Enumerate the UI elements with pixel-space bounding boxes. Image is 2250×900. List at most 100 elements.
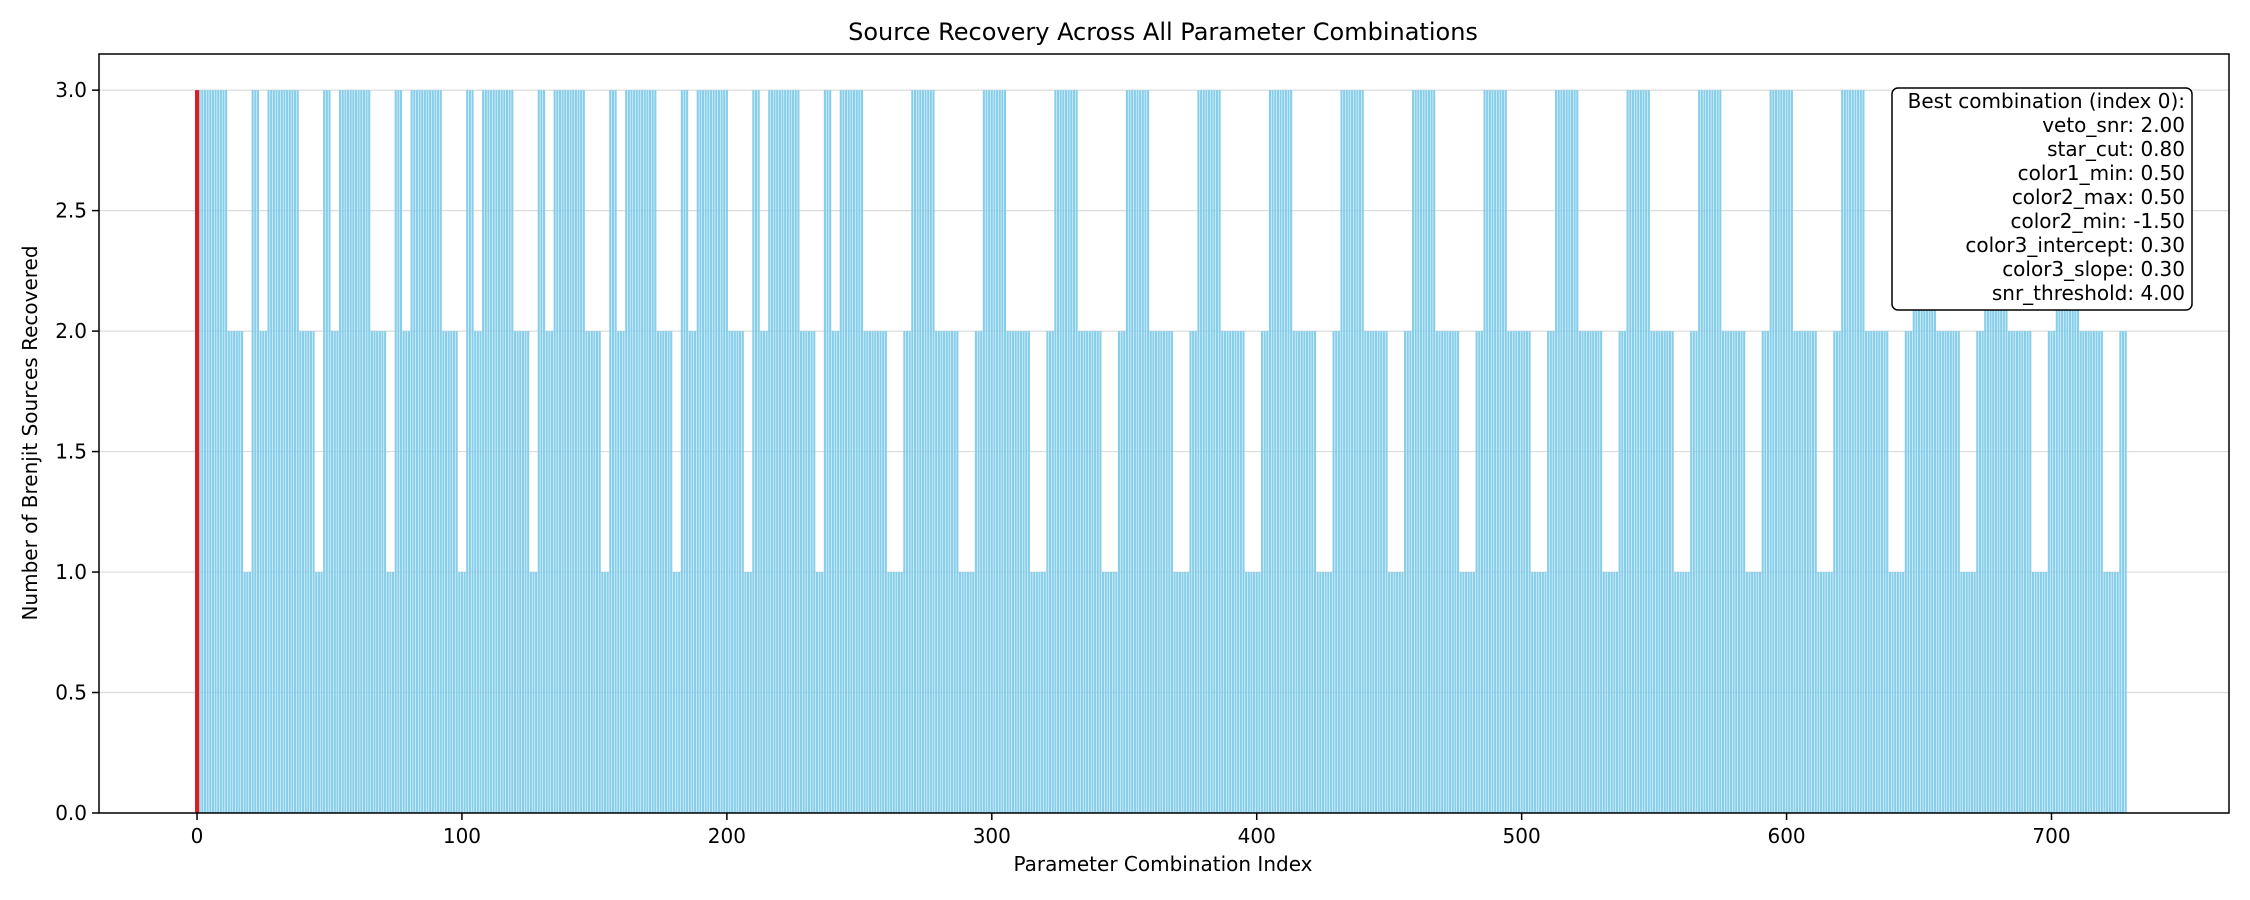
bar: [1393, 572, 1396, 813]
bar: [1504, 90, 1507, 813]
bar: [1936, 331, 1939, 813]
bar: [545, 331, 548, 813]
bar: [1033, 572, 1036, 813]
bar: [1046, 331, 1049, 813]
y-tick-label: 3.0: [55, 78, 87, 102]
bar: [905, 331, 909, 813]
bar: [874, 331, 877, 813]
bar: [1348, 90, 1351, 813]
bar: [1194, 331, 1197, 813]
bar: [1647, 90, 1650, 813]
bar: [317, 572, 320, 813]
bar: [1957, 331, 1960, 813]
bar: [309, 331, 312, 813]
bar: [996, 90, 999, 813]
bar: [961, 572, 964, 813]
bar: [286, 90, 289, 813]
bar: [1457, 331, 1460, 813]
bar: [829, 90, 832, 813]
x-tick-label: 0: [191, 824, 204, 848]
bar: [426, 90, 429, 813]
bar: [1634, 90, 1637, 813]
bar: [1263, 331, 1266, 813]
bar: [421, 90, 424, 813]
bar: [1422, 90, 1425, 813]
bar: [890, 572, 893, 813]
bar: [283, 90, 286, 813]
bar: [352, 90, 355, 813]
bar: [916, 90, 919, 813]
bar: [686, 90, 689, 813]
bar: [1332, 331, 1335, 813]
bar: [1282, 90, 1285, 813]
bar: [1279, 90, 1282, 813]
bar: [333, 331, 336, 813]
bar: [487, 90, 490, 813]
bar: [728, 331, 731, 813]
bar: [754, 90, 758, 813]
bar: [2000, 90, 2003, 813]
bar: [320, 572, 323, 813]
bar: [720, 90, 723, 813]
bar: [1615, 572, 1619, 813]
bar: [633, 90, 636, 813]
bar: [413, 90, 416, 813]
bar: [1446, 331, 1449, 813]
bar: [1464, 572, 1468, 813]
bar: [770, 90, 773, 813]
bar: [1949, 331, 1952, 813]
bar: [1062, 90, 1065, 813]
bar: [362, 90, 365, 813]
bar: [556, 90, 559, 813]
bar: [842, 90, 845, 813]
bar: [1290, 90, 1293, 813]
bar: [235, 331, 238, 813]
y-tick-label: 1.5: [55, 440, 87, 464]
bar: [1072, 90, 1075, 813]
bar: [691, 331, 694, 813]
bar: [1340, 90, 1343, 813]
bar: [2010, 331, 2013, 813]
bar: [651, 90, 654, 813]
bar: [513, 331, 516, 813]
bar: [1321, 572, 1325, 813]
bar: [198, 90, 201, 813]
bar: [593, 331, 596, 813]
bar: [251, 90, 254, 813]
bar: [951, 331, 954, 813]
bar: [1067, 90, 1070, 813]
bar: [1523, 331, 1526, 813]
bar: [1226, 331, 1229, 813]
bar: [1655, 331, 1658, 813]
bar: [2068, 90, 2072, 813]
bar: [243, 572, 246, 813]
x-tick-label: 300: [973, 824, 1011, 848]
bar: [381, 331, 384, 813]
bar: [945, 331, 948, 813]
bar: [1356, 90, 1359, 813]
bar: [823, 90, 826, 813]
bar: [537, 90, 540, 813]
bar: [1645, 90, 1648, 813]
bar: [1560, 90, 1563, 813]
bar: [1388, 572, 1391, 813]
bar: [863, 331, 866, 813]
bar: [1491, 90, 1494, 813]
bar: [1833, 331, 1836, 813]
bar: [1915, 90, 1918, 813]
bar: [463, 572, 466, 813]
bar: [1295, 331, 1298, 813]
bar: [694, 331, 697, 813]
bar: [1902, 572, 1905, 813]
bar: [1327, 572, 1330, 813]
bar: [505, 90, 509, 813]
bar: [1793, 331, 1796, 813]
bar: [1303, 331, 1306, 813]
bar: [1266, 331, 1269, 813]
bar: [1986, 90, 1989, 813]
bar: [1075, 90, 1078, 813]
bar: [980, 331, 983, 813]
bar: [784, 90, 787, 813]
bar: [468, 90, 471, 813]
bar: [1753, 572, 1756, 813]
